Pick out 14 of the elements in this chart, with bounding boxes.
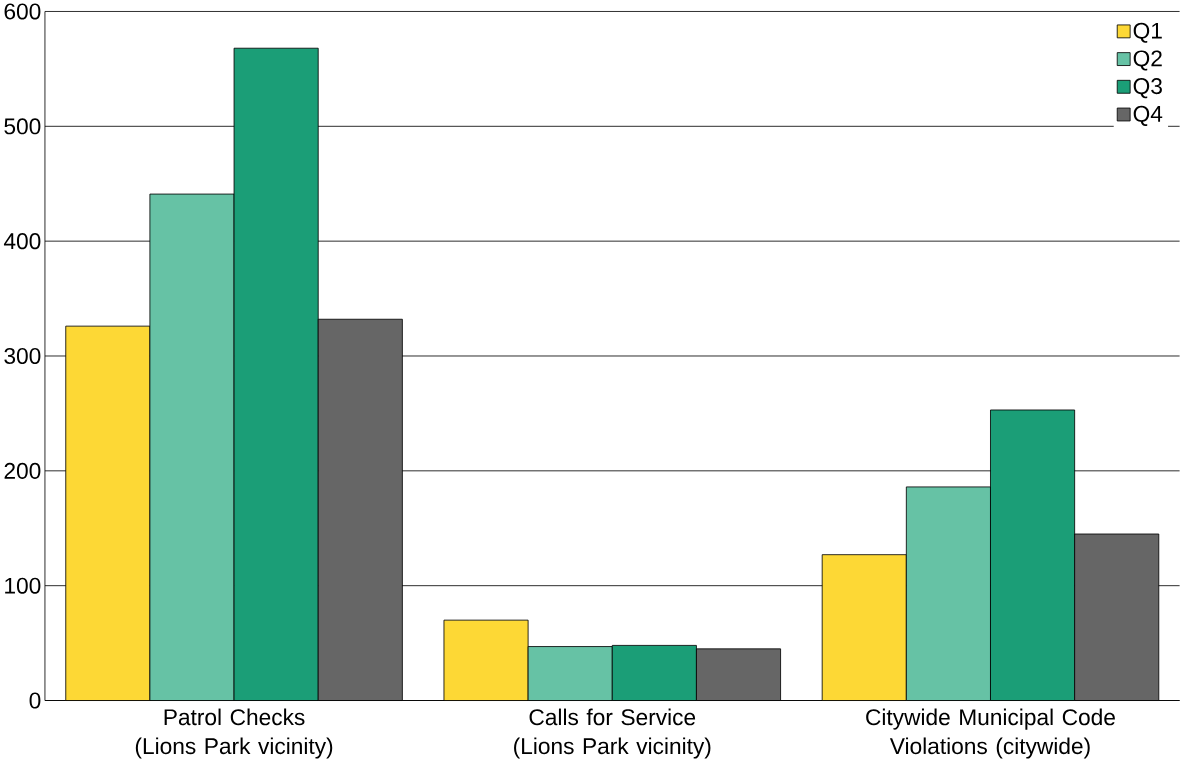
y-tick-label: 300 — [4, 347, 41, 365]
y-tick-label: 100 — [5, 577, 41, 594]
y-tick-label: 400 — [3, 233, 41, 250]
y-tick-label: 600 — [4, 3, 41, 20]
legend-label: Q4 — [1133, 105, 1163, 126]
x-tick-label: Citywide Municipal Code Violations (citywide) — [866, 708, 1115, 759]
legend-label: Q1 — [1133, 22, 1162, 43]
x-tick-label: Patrol Checks (Lions Park vicinity) — [135, 708, 333, 759]
y-tick-label: 500 — [4, 118, 41, 135]
y-tick-label: 200 — [4, 462, 41, 479]
legend-label: Q2 — [1133, 50, 1162, 71]
legend-label: Q3 — [1133, 78, 1162, 99]
y-tick-label: 0 — [29, 692, 41, 709]
x-tick-label: Calls for Service (Lions Park vicinity) — [514, 708, 711, 759]
